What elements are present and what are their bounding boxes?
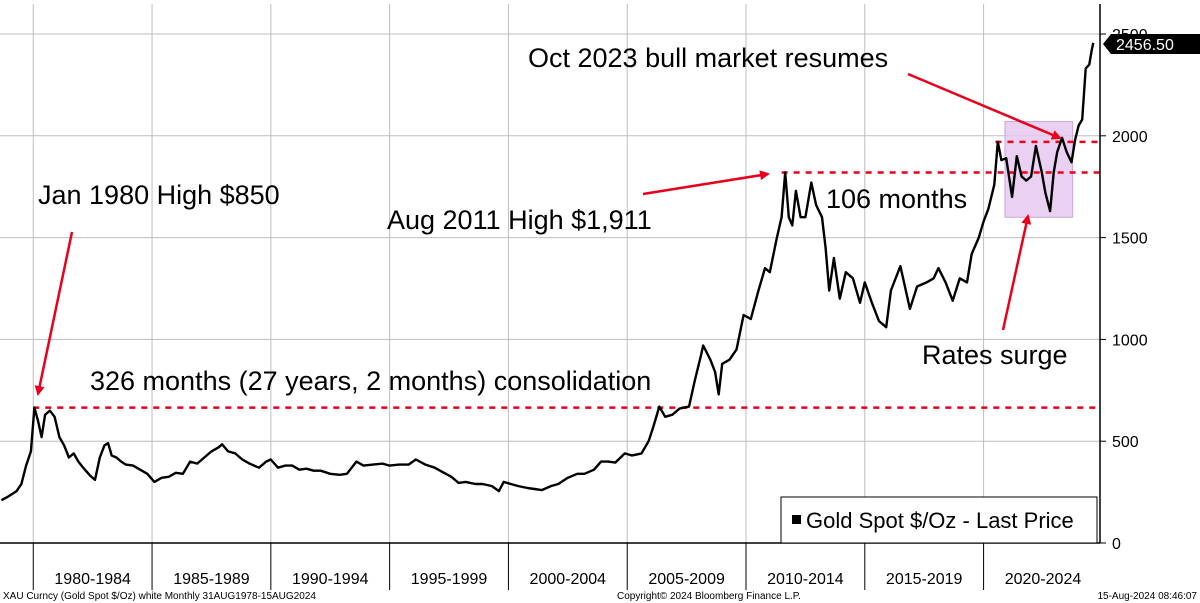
last-price-badge: 2456.50 [1103,34,1200,54]
annotations: Jan 1980 High $850 Aug 2011 High $1,911 … [34,43,1068,396]
y-tick-label-2: 1000 [1112,332,1148,349]
x-tick-label-7: 2015-2019 [886,571,963,588]
last-price-badge-bg [1103,34,1200,54]
arrow-aug2011 [642,170,770,196]
legend: Gold Spot $/Oz - Last Price [780,496,1098,544]
footer-center: Copyright© 2024 Bloomberg Finance L.P. [617,591,801,602]
x-axis-ticks: 1980-1984 1985-1989 1990-1994 1995-1999 2000… [32,543,1082,590]
arrow-jan1980 [34,231,74,396]
x-tick-label-5: 2005-2009 [648,571,725,588]
legend-swatch [792,515,801,524]
x-tick-label-3: 1995-1999 [411,571,488,588]
footer-left: XAU Curncy (Gold Spot $/Oz) white Monthl… [3,591,316,602]
x-tick-label-2: 1990-1994 [292,571,369,588]
series-layer [0,42,1095,502]
annotation-aug2011: Aug 2011 High $1,911 [387,205,652,235]
annotation-oct2023: Oct 2023 bull market resumes [528,43,888,73]
x-tick-label-6: 2010-2014 [767,571,844,588]
annotation-jan1980: Jan 1980 High $850 [38,180,280,210]
annotation-rates-surge: Rates surge [922,340,1068,370]
last-price-value: 2456.50 [1116,37,1174,54]
x-tick-label-1: 1985-1989 [173,571,250,588]
arrow-rates-surge [1001,214,1032,331]
y-tick-label-0: 0 [1112,536,1121,553]
legend-box [780,496,1098,544]
grid [0,4,1100,544]
annotation-106-months: 106 months [826,184,967,214]
legend-label: Gold Spot $/Oz - Last Price [806,508,1074,533]
x-tick-label-4: 2000-2004 [530,571,607,588]
reference-lines [33,140,1100,409]
y-axis-ticks: 05001000150020002500 [1100,27,1148,553]
y-tick-label-1: 500 [1112,434,1139,451]
annotation-consolidation: 326 months (27 years, 2 months) consolid… [90,366,651,396]
y-tick-label-3: 1500 [1112,231,1148,248]
x-tick-label-0: 1980-1984 [54,571,131,588]
series-line-0 [0,42,1095,502]
footer-right: 15-Aug-2024 08:46:07 [1097,591,1197,602]
y-tick-label-4: 2000 [1112,129,1148,146]
x-tick-label-8: 2020-2024 [1005,571,1082,588]
arrow-oct2023 [907,72,1062,140]
